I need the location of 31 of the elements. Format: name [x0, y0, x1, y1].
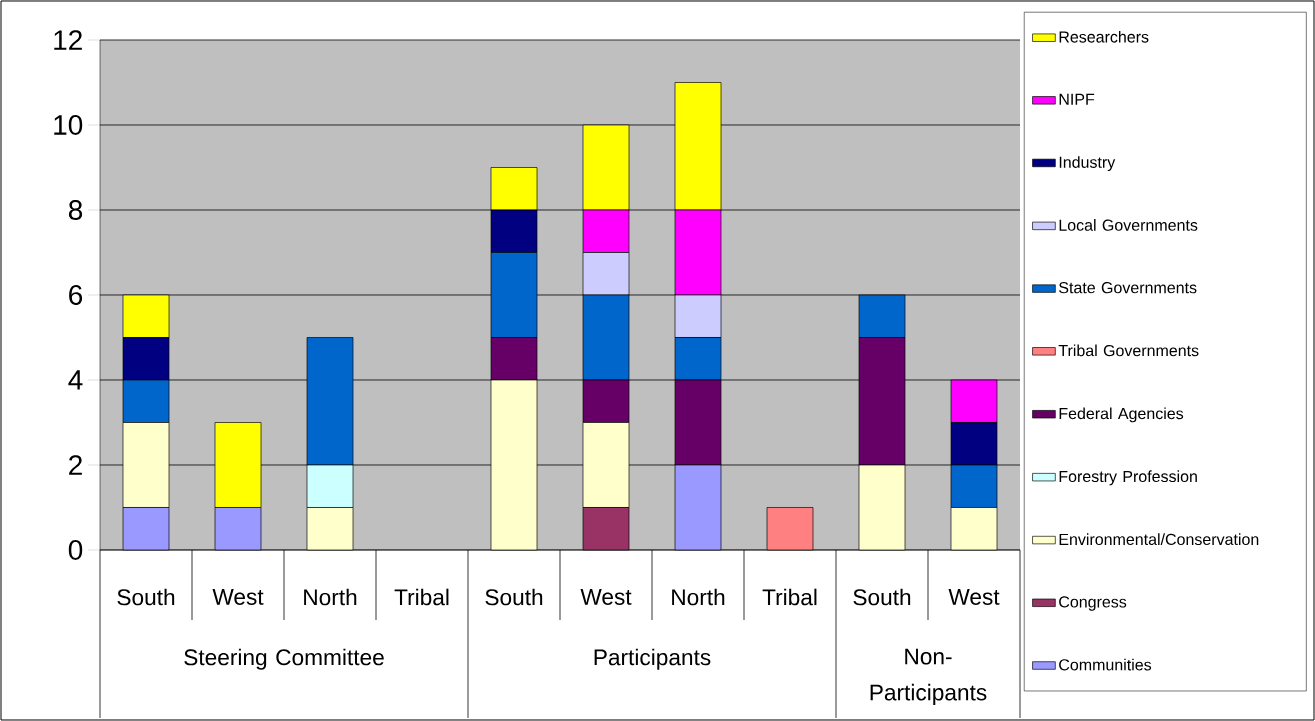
y-tick-label: 2 — [69, 455, 82, 475]
x-tick-label: Tribal — [394, 588, 449, 606]
legend-label: Environmental/Conservation — [1059, 533, 1259, 546]
legend-label: NIPF — [1059, 93, 1095, 105]
x-tick-label: West — [212, 589, 264, 605]
legend-label: Federal Agencies — [1059, 407, 1184, 423]
legend-label: Tribal Governments — [1058, 344, 1199, 357]
x-tick-label: West — [580, 589, 632, 605]
x-tick-label: North — [672, 588, 725, 606]
legend-label: Forestry Profession — [1059, 470, 1197, 486]
x-tick-label: Tribal — [762, 588, 817, 606]
x-tick-label: South — [117, 588, 175, 606]
text: Non-Participants — [870, 648, 987, 705]
y-tick-label: 8 — [68, 200, 83, 220]
legend-label: State Governments — [1059, 282, 1197, 294]
x-tick-label: South — [485, 588, 543, 606]
legend-label: Local Governments — [1059, 219, 1198, 231]
legend-label: Researchers — [1059, 30, 1149, 43]
legend-label: Industry — [1059, 156, 1116, 172]
y-tick-label: 12 — [54, 30, 82, 50]
x-tick-label: West — [948, 589, 1000, 605]
x-tick-label: South — [853, 588, 911, 606]
y-tick-label: 0 — [68, 540, 83, 560]
y-tick-label: 4 — [68, 370, 83, 390]
text: Steering Committee — [184, 648, 384, 670]
legend-label: Congress — [1059, 596, 1127, 611]
text: Participants — [594, 648, 711, 670]
legend-label: Communities — [1059, 658, 1152, 671]
y-tick-label: 6 — [69, 285, 83, 305]
x-tick-label: North — [304, 588, 357, 606]
y-tick-label: 10 — [54, 115, 83, 135]
